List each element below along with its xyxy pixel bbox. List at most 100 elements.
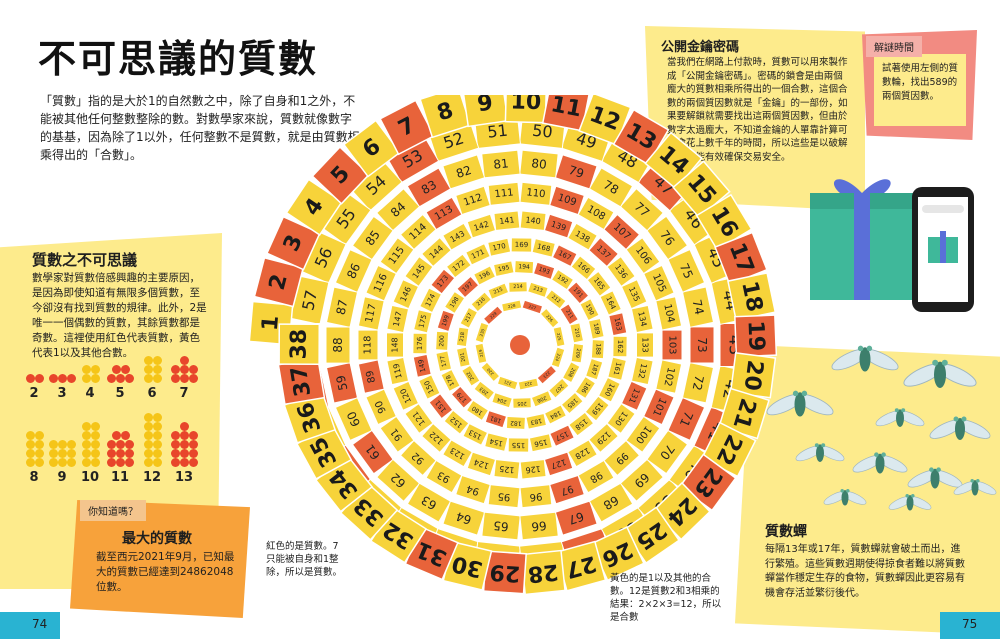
dot-label: 8 [29,470,39,485]
wheel-cell: 195 [492,260,515,278]
wheel-cell: 114 [399,213,437,251]
crypto-heading: 公開金鑰密碼 [661,40,740,55]
wheel-cell: 206 [530,390,553,408]
wheel-number: 178 [445,374,457,388]
wheel-cell: 154 [484,432,509,452]
dot [90,449,100,458]
dot [107,458,116,467]
wheel-number: 228 [507,303,516,310]
wheel-cell: 72 [681,362,715,404]
wheel-number: 63 [419,493,439,513]
wheel-cell: 218 [455,326,470,348]
wheel-cell: 157 [549,424,575,448]
page-number-right: 75 [962,617,978,631]
dot [143,374,153,383]
wheel-cell: 87 [325,286,359,328]
dot [34,431,44,440]
wheel-number: 218 [459,332,466,342]
wheel-number: 214 [513,284,523,290]
wheel-cell: 200 [435,330,450,351]
wheel-number: 187 [589,363,599,376]
wheel-number: 215 [493,287,504,296]
wheel-number: 127 [550,457,567,470]
wheel-cell: 103 [661,329,683,361]
wheel-cell: 118 [357,329,379,361]
wheel-number: 206 [536,394,547,403]
wheel-cell: 130 [606,403,636,434]
wheel-cell: 125 [493,459,521,480]
wheel-cell: 55 [320,191,372,246]
dot [81,449,91,458]
wheel-number: 141 [499,215,515,226]
wheel-number: 125 [499,464,515,475]
wheel-number: 210 [573,328,581,339]
wheel-cell: 122 [421,422,452,454]
wheel-cell: 88 [325,326,351,364]
wheel-cell: 174 [419,287,443,314]
wheel-cell-outer: 30 [442,540,493,591]
wheel-number: 230 [478,328,485,337]
wheel-cell: 185 [560,391,584,415]
puzzle-inner: 試著使用左側的質數輪，找出589的兩個質因數。 [874,54,966,126]
dot-label: 11 [110,470,130,485]
wheel-number: 216 [476,296,487,307]
wheel-cell: 203 [473,380,496,401]
wheel-cell: 166 [570,255,597,281]
wheel-cell: 77 [619,187,664,232]
wheel-number: 163 [612,317,623,332]
dot-label: 6 [147,386,157,401]
dot [152,356,162,365]
wheel-cell: 198 [443,290,466,315]
wheel-cell: 228 [500,299,523,313]
wheel-number: 219 [478,349,485,358]
dot [143,365,153,374]
dot [90,458,100,467]
dot [120,431,130,440]
cicada-icon [907,467,963,489]
wheel-cell: 132 [630,356,654,386]
dot [25,431,35,440]
dot [49,458,58,467]
wheel-cell: 190 [579,298,600,322]
wheel-cell: 168 [531,238,556,258]
wheel-number: 142 [473,219,490,232]
wheel-cell: 98 [577,459,615,494]
wheel-cell: 97 [549,474,585,505]
wheel-number: 211 [564,309,574,320]
wheel-cell: 184 [543,404,567,425]
wheel-number-outer: 2 [265,272,293,293]
cicada-icon [823,489,867,506]
wheel-number: 147 [392,311,404,328]
wheel-cell: 115 [379,237,415,275]
wheel-number: 65 [493,518,510,534]
wheel-cell: 181 [484,410,508,429]
wheel-number: 50 [531,121,553,142]
wheel-cell-outer: 36 [283,391,337,444]
wheel-number: 126 [525,464,541,475]
wheel-cell: 141 [493,210,521,231]
wheel-number: 82 [454,163,473,181]
wheel-cell: 176 [412,332,428,355]
wheel-cell: 211 [559,303,579,326]
wheel-cell: 60 [334,397,373,442]
wheel-cell-outer: 37 [277,357,326,406]
wheel-cell-outer: 9 [461,95,509,128]
cicada-icon [852,452,908,474]
wheel-cell: 73 [689,326,715,364]
dot [25,374,35,383]
wheel-cell: 205 [512,397,532,409]
dot [152,440,162,449]
dot-label: 5 [115,386,125,401]
wheel-cell: 191 [566,281,590,305]
dot [189,365,198,374]
dot [90,365,100,374]
dot [180,365,189,374]
dot [180,440,189,449]
wheel-number: 224 [554,353,561,362]
wheel-cell: 67 [554,500,598,536]
wheel-cell: 111 [487,181,521,206]
wheel-cell: 102 [655,359,683,394]
wheel-number: 88 [331,337,345,352]
footer-bar-right [940,612,1000,639]
wheel-number: 183 [530,417,543,426]
